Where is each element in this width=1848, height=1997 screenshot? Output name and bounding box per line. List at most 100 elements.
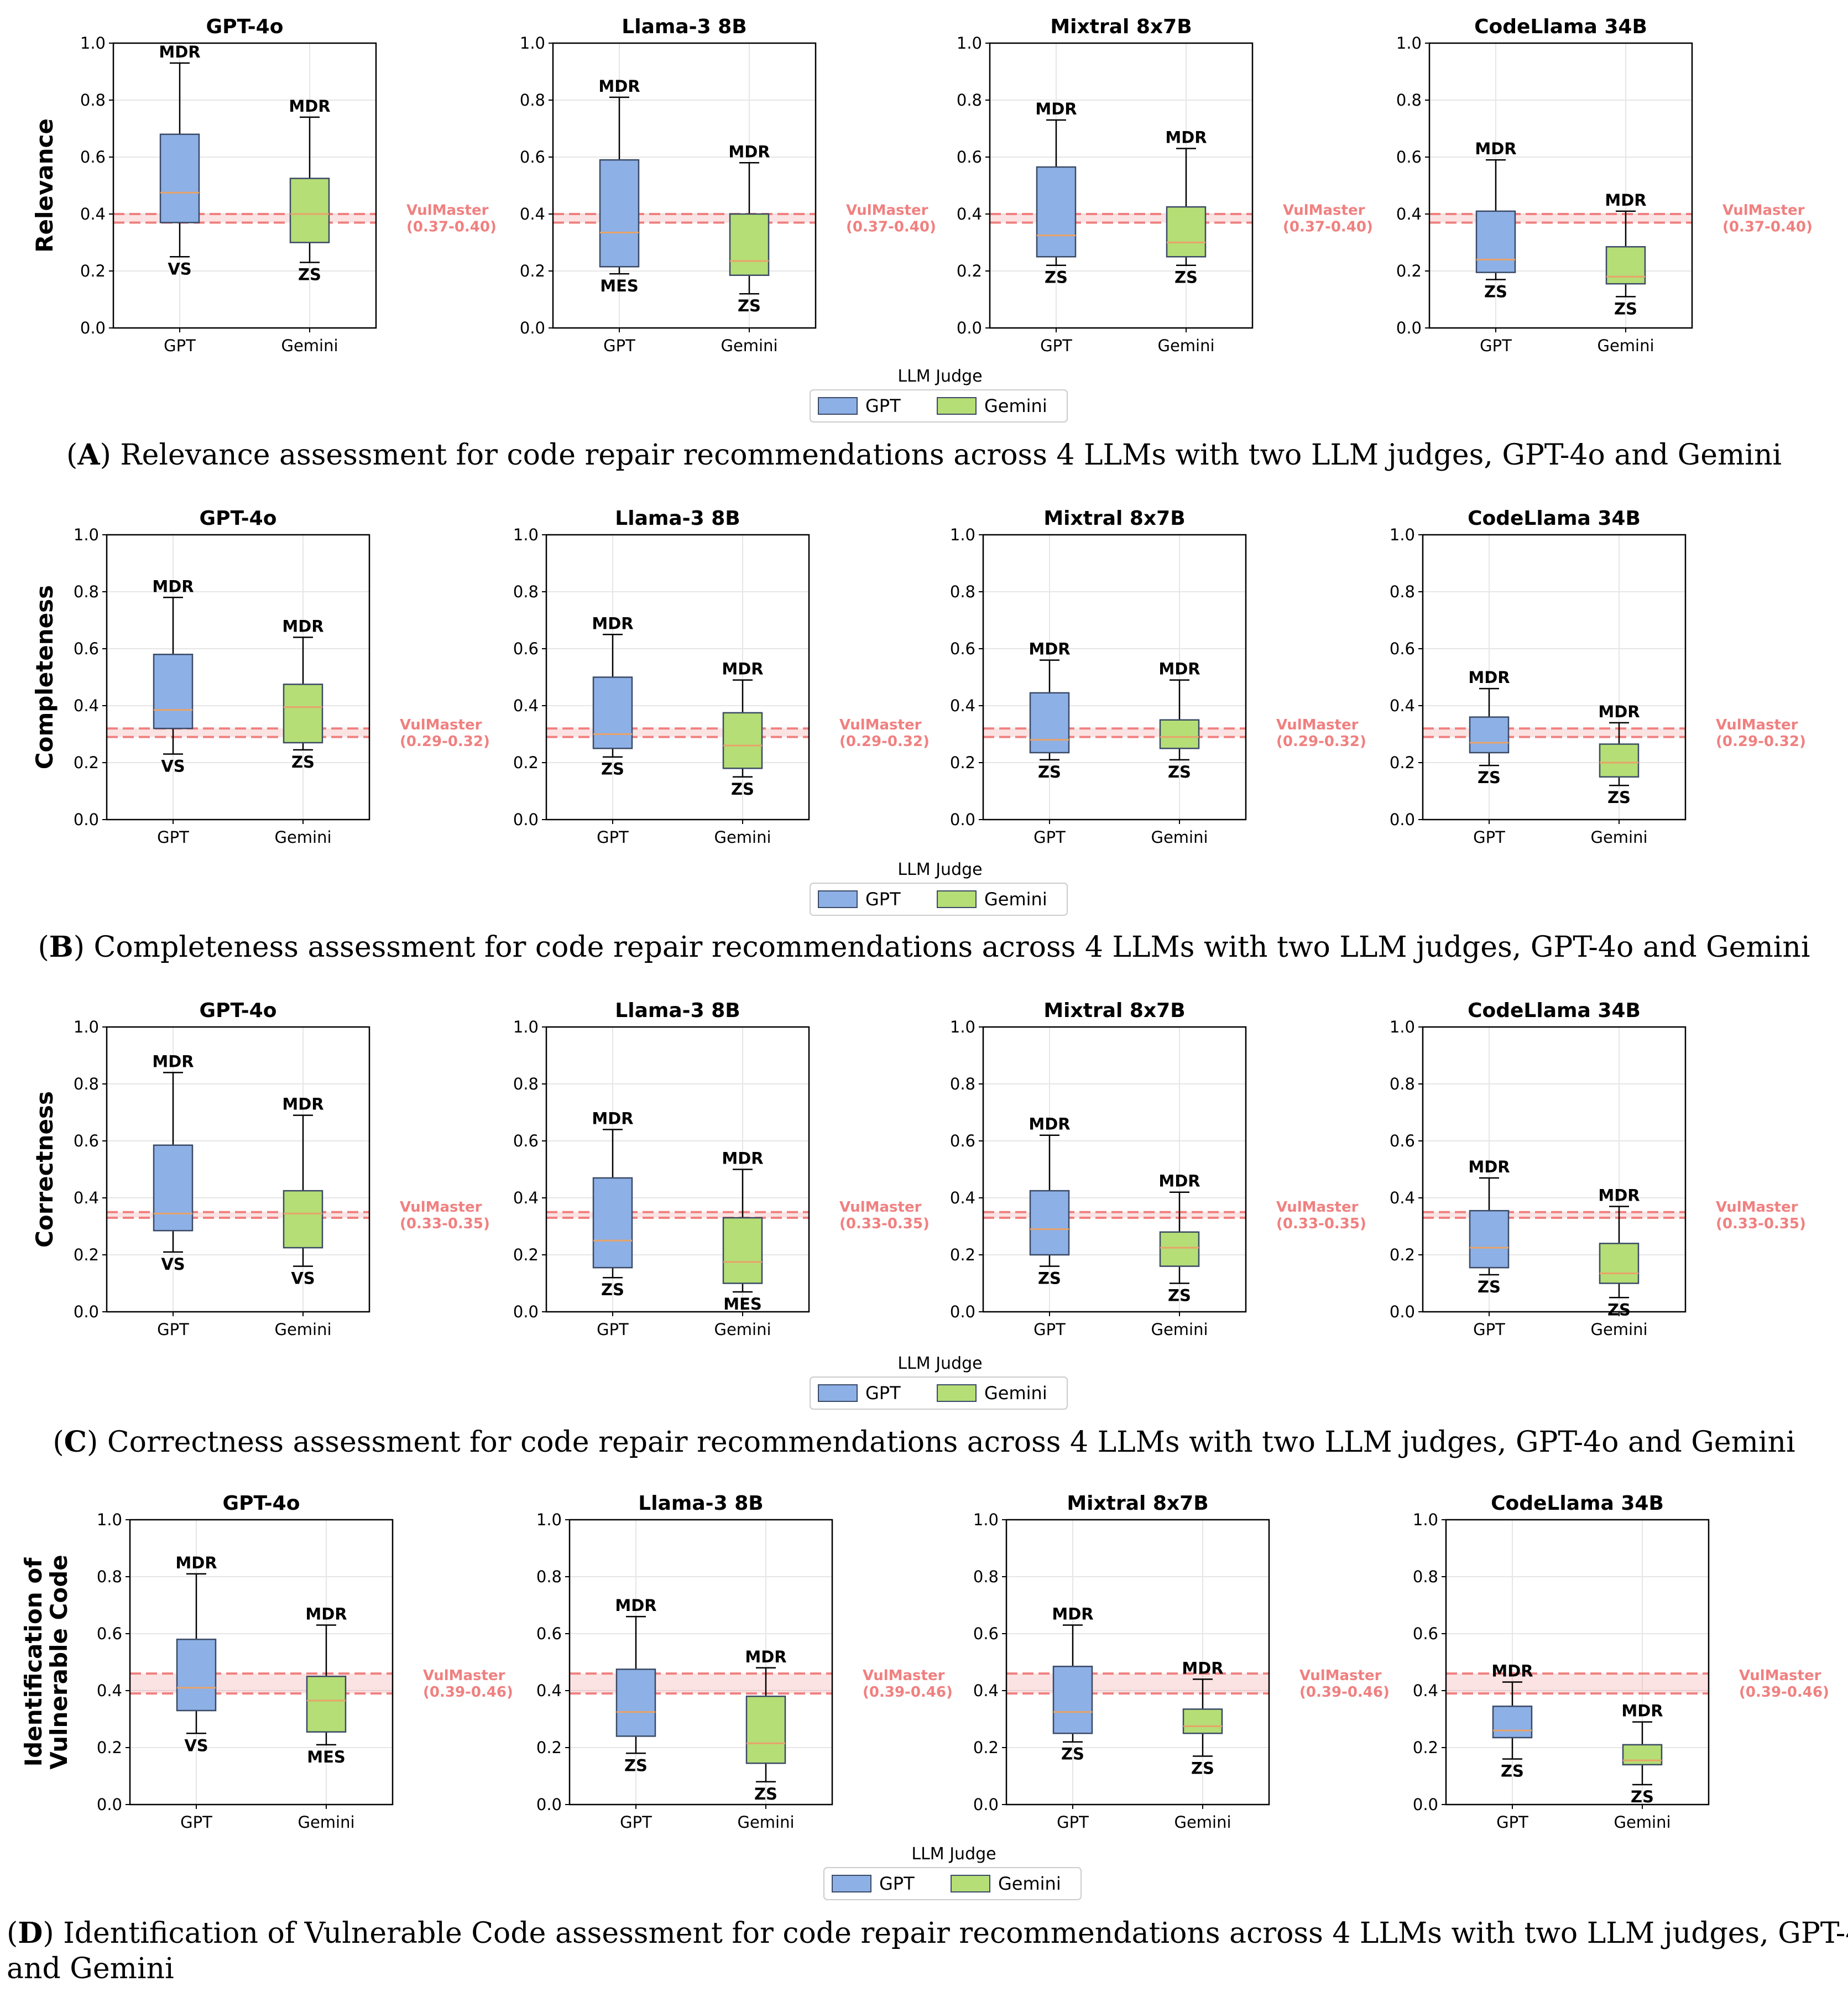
y-tick-label: 1.0 <box>74 1018 99 1036</box>
worst-strategy-label: MES <box>723 1295 762 1313</box>
box-gpt: MDR ZS <box>1035 100 1077 287</box>
vulmaster-label: VulMaster <box>400 1199 482 1216</box>
box-gemini: MDR ZS <box>1621 1702 1663 1806</box>
vulmaster-label: VulMaster <box>406 202 489 219</box>
best-strategy-label: MDR <box>152 1052 194 1071</box>
y-tick-label: 1.0 <box>513 525 539 544</box>
x-tick-label: GPT <box>1473 828 1505 847</box>
x-tick-label: Gemini <box>274 828 331 847</box>
y-tick-label: 0.6 <box>74 1132 99 1150</box>
x-tick-label: Gemini <box>1614 1813 1670 1832</box>
x-tick-label: GPT <box>1033 828 1066 847</box>
y-tick-label: 0.0 <box>536 1795 562 1814</box>
caption: (B) Completeness assessment for code rep… <box>38 930 1810 964</box>
x-tick-label: GPT <box>1057 1813 1089 1832</box>
y-tick-label: 1.0 <box>97 1510 122 1529</box>
subplot-title: Llama-3 8B <box>615 507 740 530</box>
legend-swatch-gpt <box>832 1875 871 1892</box>
worst-strategy-label: ZS <box>1174 268 1198 287</box>
vulmaster-label: VulMaster <box>1283 202 1365 219</box>
legend-swatch-gemini <box>937 397 977 415</box>
y-tick-label: 0.6 <box>950 1132 975 1150</box>
best-strategy-label: MDR <box>745 1647 786 1666</box>
axes-frame <box>989 42 1254 329</box>
box-body <box>592 1177 633 1269</box>
y-tick-label: 0.4 <box>74 1188 99 1207</box>
legend-swatch-gemini <box>951 1875 990 1892</box>
best-strategy-label: MDR <box>1468 1157 1510 1176</box>
axes-frame <box>982 1026 1247 1313</box>
vulmaster-band <box>546 1212 809 1218</box>
best-strategy-label: MDR <box>1475 139 1516 158</box>
vulmaster-band <box>113 214 376 223</box>
box-body <box>592 676 633 749</box>
y-tick-label: 1.0 <box>1413 1510 1438 1529</box>
box-body <box>722 712 763 769</box>
box-gemini: MDR ZS <box>1182 1659 1223 1777</box>
vulmaster-label: VulMaster <box>1299 1667 1382 1684</box>
worst-strategy-label: MES <box>307 1748 346 1766</box>
y-tick-label: 0.8 <box>1396 91 1422 110</box>
best-strategy-label: MDR <box>1491 1662 1533 1681</box>
x-tick-label: GPT <box>1033 1320 1066 1339</box>
box-gpt: MDR ZS <box>1029 1115 1070 1288</box>
caption-letter: C <box>64 1425 87 1459</box>
y-tick-label: 0.8 <box>950 1075 975 1093</box>
box-body <box>722 1217 763 1284</box>
vulmaster-band <box>107 728 369 737</box>
y-tick-label: 0.4 <box>973 1681 999 1700</box>
subplot-3: CodeLlama 34B MDR ZS MDR ZS 0.0 0.2 0.4 0.6 0.8 1.… <box>1390 999 1806 1339</box>
x-tick-label: GPT <box>1040 336 1072 355</box>
best-strategy-label: MDR <box>1598 1186 1640 1205</box>
vulmaster-label: VulMaster <box>423 1667 505 1684</box>
y-tick-label: 0.6 <box>957 148 982 166</box>
axes-frame <box>112 42 377 329</box>
vulmaster-label: VulMaster <box>1722 202 1805 219</box>
y-tick-label: 0.6 <box>950 639 975 658</box>
y-tick-label: 0.4 <box>513 1188 539 1207</box>
axes-frame <box>129 1519 394 1806</box>
box-body <box>1159 719 1200 749</box>
vulmaster-band <box>983 1212 1246 1218</box>
box-body <box>289 178 330 243</box>
vulmaster-label: VulMaster <box>1739 1667 1821 1684</box>
x-tick-label: GPT <box>157 1320 189 1339</box>
y-tick-label: 1.0 <box>536 1510 562 1529</box>
vulmaster-band <box>1423 1212 1685 1218</box>
legend: LLM Judge GPT Gemini <box>810 860 1068 916</box>
worst-strategy-label: VS <box>161 757 185 776</box>
y-tick-label: 0.2 <box>1413 1738 1438 1757</box>
worst-strategy-label: ZS <box>1607 1300 1631 1319</box>
box-body <box>599 159 640 268</box>
worst-strategy-label: VS <box>168 259 191 278</box>
caption: (C) Correctness assessment for code repa… <box>53 1425 1795 1459</box>
vulmaster-range: (0.37-0.40) <box>846 219 936 236</box>
legend-swatch-gpt <box>818 890 858 908</box>
x-tick-label: GPT <box>597 828 629 847</box>
vulmaster-label: VulMaster <box>1276 1199 1359 1216</box>
y-tick-label: 0.2 <box>957 262 982 280</box>
caption-text: ) Correctness assessment for code repair… <box>87 1426 1795 1459</box>
legend: LLM Judge GPT Gemini <box>810 1354 1068 1410</box>
x-tick-label: Gemini <box>1597 336 1654 355</box>
y-tick-label: 0.4 <box>520 205 545 223</box>
box-gemini: MDR ZS <box>289 97 330 284</box>
worst-strategy-label: ZS <box>1168 1286 1191 1305</box>
panel-A: Relevance GPT-4o MDR VS MDR ZS 0.0 0.2 0.4 0.6 0.8… <box>31 15 1813 472</box>
y-tick-label: 0.2 <box>950 1245 975 1264</box>
subplot-3: CodeLlama 34B MDR ZS MDR ZS 0.0 0.2 0.4 0.6 0.8 1.… <box>1413 1492 1829 1832</box>
y-tick-label: 0.0 <box>1396 319 1422 337</box>
y-tick-label: 0.8 <box>74 582 99 601</box>
y-tick-label: 0.0 <box>973 1795 999 1814</box>
caption-text: ) Completeness assessment for code repai… <box>74 931 1810 964</box>
y-tick-label: 0.2 <box>1396 262 1422 280</box>
y-tick-label: 0.2 <box>536 1738 562 1757</box>
vulmaster-band <box>990 214 1252 223</box>
panel-C: Correctness GPT-4o MDR VS MDR VS 0.0 0.2 0.4 0.6 0… <box>31 999 1806 1459</box>
legend-swatch-gemini <box>937 1384 977 1402</box>
subplot-title: Llama-3 8B <box>615 999 740 1022</box>
x-tick-label: Gemini <box>714 1320 771 1339</box>
subplot-2: Mixtral 8x7B MDR ZS MDR ZS 0.0 0.2 0.4 0.6 0.8 1.0… <box>950 999 1366 1339</box>
y-tick-label: 0.2 <box>80 262 106 280</box>
caption-letter: A <box>77 438 100 472</box>
